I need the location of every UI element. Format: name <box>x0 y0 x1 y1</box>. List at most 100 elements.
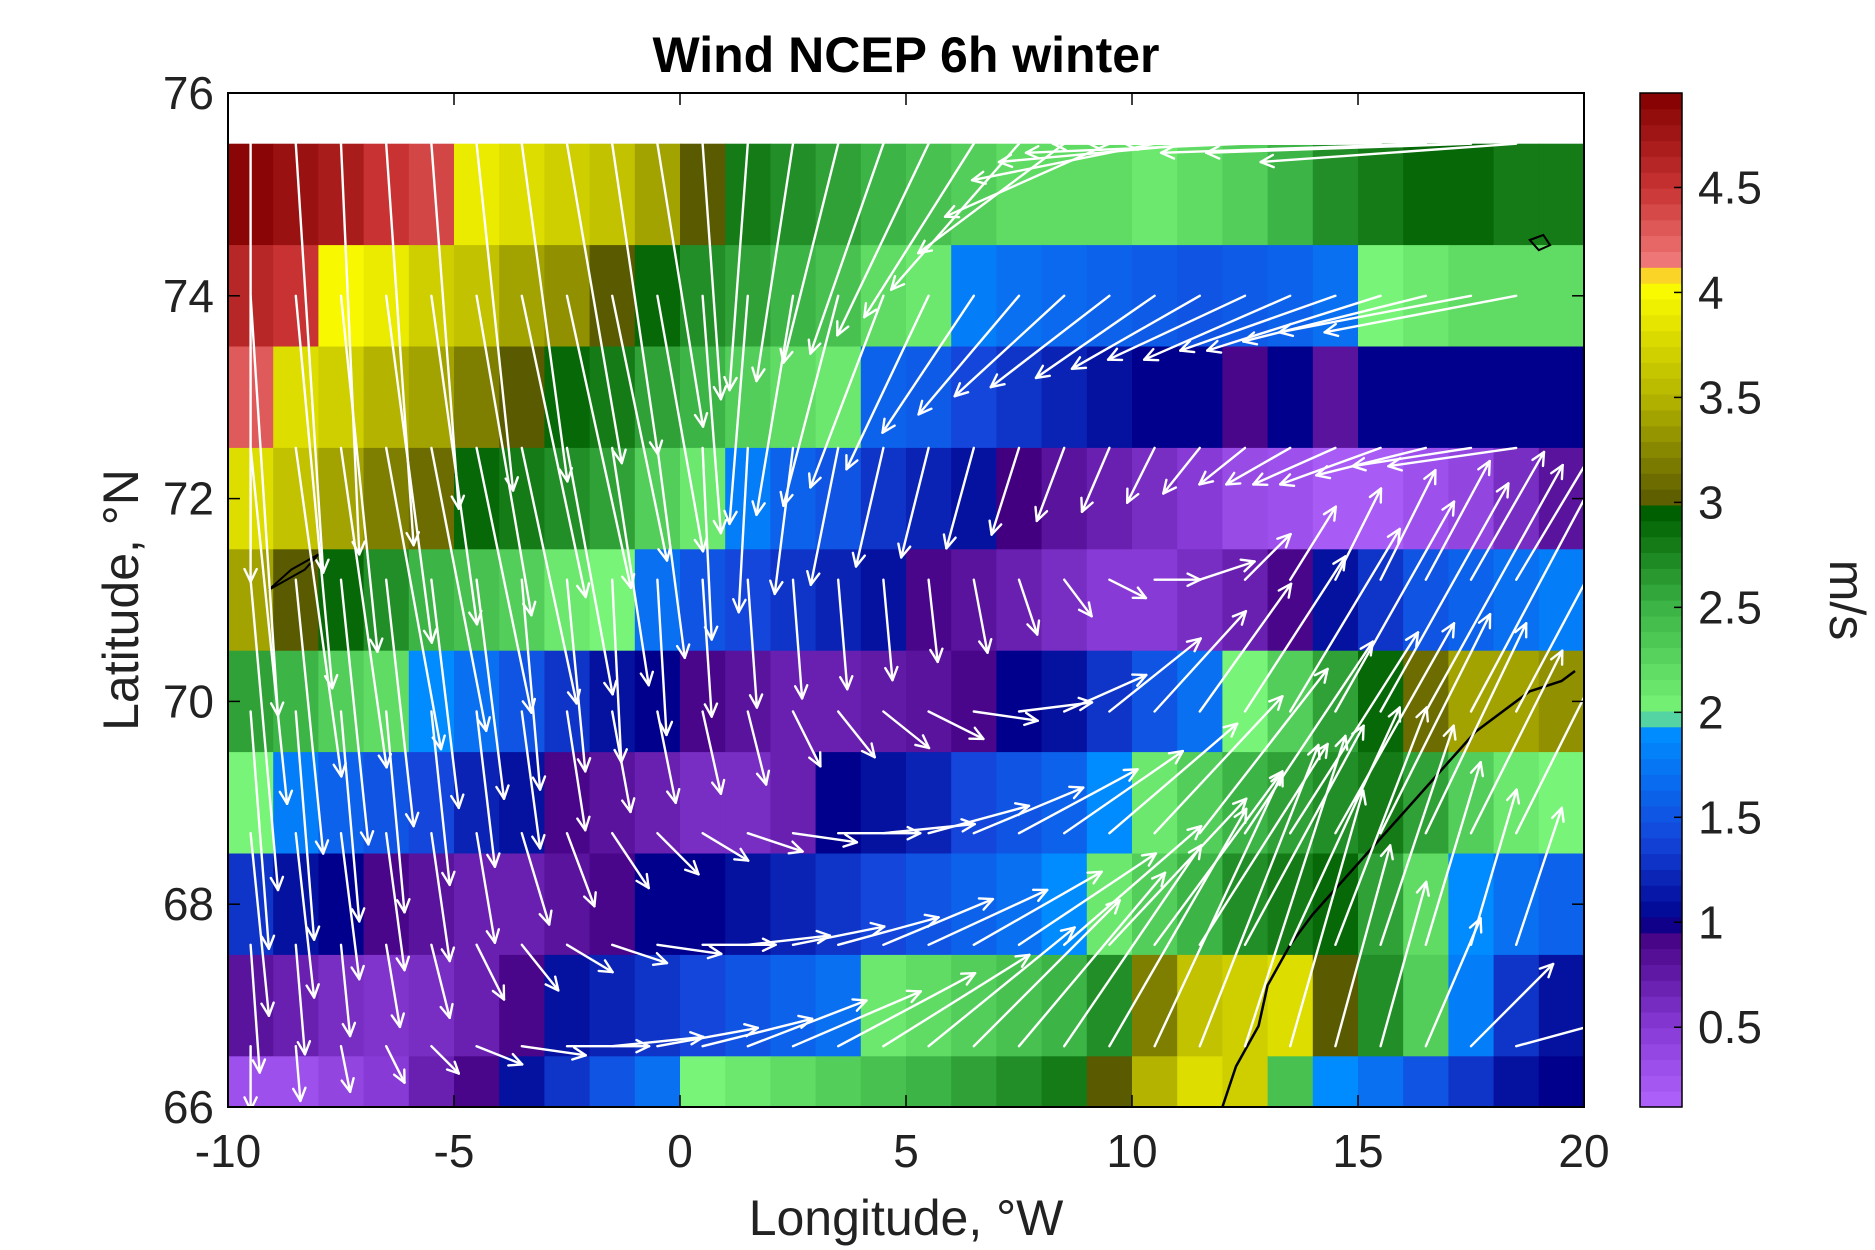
heatmap-cell <box>1267 447 1314 550</box>
wind-arrow <box>611 832 650 890</box>
heatmap-cell <box>454 447 500 550</box>
wind-arrow <box>897 446 930 559</box>
wind-arrow <box>1379 469 1437 581</box>
wind-arrow <box>1125 446 1156 504</box>
wind-arrow <box>1062 578 1093 618</box>
heatmap-cell <box>725 1056 771 1107</box>
heatmap-cell <box>996 549 1043 652</box>
heatmap-cell <box>1538 549 1584 652</box>
colorbar-segment <box>1640 504 1682 522</box>
colorbar-label: m/s <box>1819 560 1875 641</box>
heatmap-cell <box>951 954 997 1057</box>
wind-arrow <box>1243 724 1365 946</box>
wind-arrow <box>294 578 330 855</box>
colorbar-segment <box>1640 124 1682 142</box>
wind-arrow <box>611 943 669 966</box>
wind-arrow <box>837 578 854 691</box>
heatmap-cell <box>725 447 771 550</box>
colorbar-segment <box>1640 853 1682 870</box>
wind-arrow <box>656 710 681 804</box>
colorbar-segment <box>1640 726 1682 744</box>
heatmap-cell <box>860 650 907 753</box>
heatmap-cell <box>996 1056 1043 1107</box>
wind-arrow <box>1070 294 1202 370</box>
wind-arrow <box>1259 142 1518 169</box>
heatmap-cell <box>363 853 410 956</box>
colorbar-tick-label: 4.5 <box>1698 161 1762 213</box>
heatmap-cell <box>634 853 681 956</box>
colorbar-segment <box>1640 409 1682 427</box>
wind-arrow <box>385 710 411 914</box>
colorbar-segment <box>1640 1011 1682 1029</box>
wind-arrow <box>1243 532 1292 581</box>
colorbar-tick-label: 3 <box>1698 476 1724 528</box>
heatmap-cell <box>951 752 997 855</box>
island-outline <box>1528 233 1552 252</box>
heatmap-cell <box>1222 143 1269 246</box>
wind-arrow <box>1288 505 1338 581</box>
coastline <box>268 233 1576 1107</box>
heatmap-cell <box>1132 650 1178 753</box>
colorbar-segment <box>1640 806 1682 823</box>
heatmap-cell <box>680 650 726 753</box>
wind-arrow <box>520 943 560 992</box>
colorbar-segment <box>1640 346 1682 363</box>
wind-arrow <box>1243 640 1375 835</box>
wind-arrow <box>1424 917 1483 1048</box>
heatmap-cell <box>1493 549 1540 652</box>
heatmap-cell <box>725 954 771 1057</box>
wind-arrow <box>339 1044 355 1094</box>
wind-arrow <box>1469 497 1584 713</box>
wind-arrow <box>1469 962 1555 1048</box>
heatmap-cell <box>1403 143 1449 246</box>
heatmap-cell <box>1086 346 1133 449</box>
wind-arrow <box>656 142 709 428</box>
wind-arrow <box>430 578 465 810</box>
colorbar-segment <box>1640 615 1682 633</box>
wind-arrow <box>292 1044 307 1103</box>
colorbar-segment <box>1640 425 1682 443</box>
wind-arrow <box>882 897 995 946</box>
wind-arrow <box>1334 500 1456 713</box>
colorbar-segment <box>1640 362 1682 379</box>
wind-arrow <box>1162 446 1202 495</box>
wind-arrow <box>972 785 1085 835</box>
x-tick-label: 0 <box>667 1125 693 1177</box>
wind-arrow <box>837 972 977 1048</box>
heatmap-cell <box>1312 1056 1359 1107</box>
colorbar-segment <box>1640 584 1682 601</box>
heatmap-cell <box>996 853 1043 956</box>
wind-arrow <box>927 710 985 741</box>
wind-arrow <box>1424 459 1491 581</box>
heatmap-cell <box>951 447 997 550</box>
colorbar-segment <box>1640 140 1682 157</box>
heatmap-cell <box>860 752 907 855</box>
heatmap-cell <box>815 447 862 550</box>
heatmap-cell <box>1132 752 1178 855</box>
y-tick-label: 66 <box>163 1081 214 1133</box>
heatmap-cell <box>815 143 862 246</box>
x-tick-label: -10 <box>195 1125 261 1177</box>
colorbar: 0.5 1 1.5 2 2.5 3 3.5 4 4.5 <box>1640 93 1762 1108</box>
wind-arrow <box>339 943 357 1038</box>
wind-arrow <box>243 1044 258 1107</box>
wind-arrow <box>249 578 285 892</box>
colorbar-segment <box>1640 330 1682 348</box>
x-tick-label: 15 <box>1332 1125 1383 1177</box>
colorbar-segment <box>1640 821 1682 839</box>
heatmap-cell <box>318 346 365 449</box>
colorbar-tick-label: 3.5 <box>1698 371 1762 423</box>
heatmap-cell <box>1086 143 1133 246</box>
heatmap-cell <box>1312 143 1359 246</box>
heatmap-cell <box>1448 1056 1495 1107</box>
heatmap-cell <box>318 853 365 956</box>
wind-arrow <box>1288 706 1402 946</box>
colorbar-segment <box>1640 1043 1682 1060</box>
colorbar-segment <box>1640 314 1682 332</box>
colorbar-segment <box>1640 394 1682 411</box>
wind-arrow <box>1198 582 1293 713</box>
colorbar-segment <box>1640 996 1682 1013</box>
heatmap-cell <box>634 752 681 855</box>
heatmap-cell <box>1538 346 1584 449</box>
